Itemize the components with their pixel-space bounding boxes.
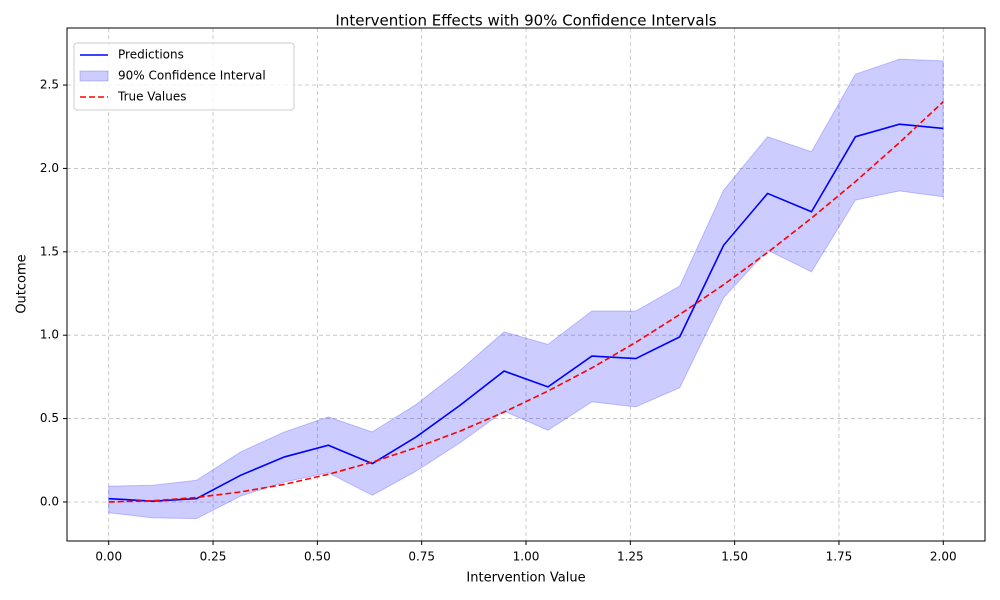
x-tick-label: 0.00: [95, 550, 122, 564]
x-tick-label: 0.75: [408, 550, 435, 564]
legend-label: Predictions: [118, 48, 184, 62]
y-tick-label: 2.5: [40, 78, 59, 92]
legend-label: True Values: [117, 90, 187, 104]
chart-title: Intervention Effects with 90% Confidence…: [335, 12, 716, 30]
x-tick-label: 0.50: [304, 550, 331, 564]
y-tick-label: 0.0: [40, 494, 59, 508]
line: [108, 123, 944, 502]
plot-frame: [66, 27, 986, 542]
y-tick-label: 2.0: [40, 161, 59, 175]
x-tick-label: 1.50: [721, 550, 748, 564]
y-tick-label: 1.5: [40, 244, 59, 258]
x-tick-label: 1.00: [513, 550, 540, 564]
line: [108, 101, 944, 503]
x-tick-label: 0.25: [200, 550, 227, 564]
legend-box: [73, 42, 295, 111]
y-tick-label: 1.0: [40, 328, 59, 342]
x-axis-label: Intervention Value: [466, 571, 585, 586]
legend-label: 90% Confidence Interval: [118, 69, 266, 83]
y-tick-label: 0.5: [40, 411, 59, 425]
x-tick-label: 2.00: [930, 550, 957, 564]
x-tick-label: 1.75: [826, 550, 853, 564]
legend-swatch: [79, 70, 109, 82]
x-tick-label: 1.25: [617, 550, 644, 564]
y-axis-label: Outcome: [15, 254, 30, 313]
confidence-band: [108, 58, 944, 520]
